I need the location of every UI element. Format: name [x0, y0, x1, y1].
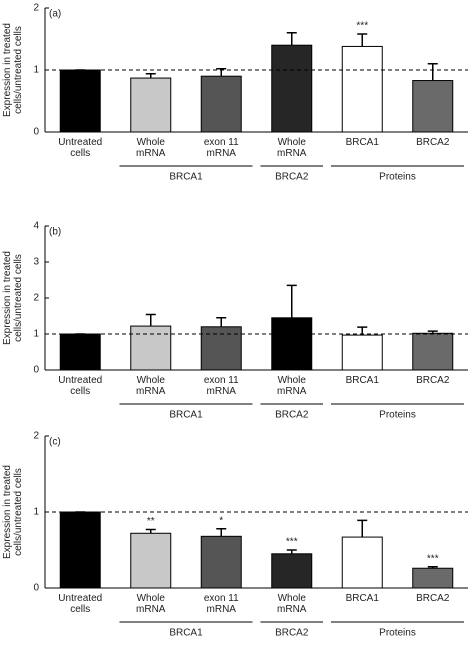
y-axis-label: Expression in treated cells/untreated ce… — [2, 465, 24, 559]
y-axis-label: Expression in treated cells/untreated ce… — [2, 251, 24, 345]
group-label: Proteins — [379, 172, 416, 183]
y-tick-label: 0 — [33, 583, 39, 594]
bar — [130, 77, 172, 133]
significance: *** — [356, 21, 368, 32]
x-tick-label: Untreated cells — [58, 375, 103, 397]
error-bar — [357, 33, 368, 47]
y-tick-label: 1 — [33, 329, 39, 340]
x-tick-label: exon 11 mRNA — [203, 137, 239, 159]
panel-label: (c) — [49, 437, 61, 448]
significance: ** — [147, 516, 155, 527]
significance: * — [219, 515, 223, 526]
group-label: BRCA1 — [169, 172, 203, 183]
panel-label: (b) — [49, 227, 61, 238]
error-bar — [286, 32, 297, 46]
bar — [271, 317, 313, 371]
error-bar — [427, 330, 438, 334]
bar — [59, 511, 101, 589]
x-tick-label: BRCA1 — [345, 593, 379, 604]
group-label: BRCA1 — [169, 410, 203, 421]
x-tick-label: BRCA2 — [416, 375, 450, 386]
y-tick-label: 1 — [33, 65, 39, 76]
bar — [59, 333, 101, 371]
bar — [200, 75, 242, 133]
x-tick-label: Whole mRNA — [277, 593, 307, 615]
significance: *** — [427, 553, 439, 564]
error-bar — [427, 63, 438, 81]
bar — [341, 536, 383, 589]
bar — [412, 567, 454, 589]
error-bar — [145, 528, 156, 534]
x-tick-label: exon 11 mRNA — [203, 375, 239, 397]
group-label: Proteins — [379, 410, 416, 421]
bar — [59, 69, 101, 133]
group-label: BRCA2 — [275, 172, 309, 183]
y-tick-label: 1 — [33, 507, 39, 518]
y-tick-label: 0 — [33, 365, 39, 376]
bar — [200, 326, 242, 371]
bar — [271, 553, 313, 589]
bar — [130, 532, 172, 589]
error-bar — [357, 519, 368, 538]
group-label: Proteins — [379, 628, 416, 639]
error-bar — [145, 313, 156, 327]
group-label: BRCA2 — [275, 410, 309, 421]
x-tick-label: Whole mRNA — [136, 593, 166, 615]
x-tick-label: exon 11 mRNA — [203, 593, 239, 615]
error-bar — [286, 549, 297, 554]
x-tick-label: Whole mRNA — [277, 375, 307, 397]
bar — [271, 44, 313, 133]
x-tick-label: Untreated cells — [58, 593, 103, 615]
bar — [412, 332, 454, 371]
x-tick-label: BRCA2 — [416, 137, 450, 148]
y-tick-label: 3 — [33, 257, 39, 268]
y-tick-label: 2 — [33, 431, 39, 442]
bar — [412, 80, 454, 133]
x-tick-label: Whole mRNA — [136, 137, 166, 159]
panel-label: (a) — [49, 9, 61, 20]
x-tick-label: BRCA2 — [416, 593, 450, 604]
group-label: BRCA1 — [169, 628, 203, 639]
y-axis-label: Expression in treated cells/untreated ce… — [2, 23, 24, 117]
bar — [341, 45, 383, 133]
y-tick-label: 0 — [33, 127, 39, 138]
error-bar — [216, 527, 227, 537]
group-label: BRCA2 — [275, 628, 309, 639]
error-bar — [216, 317, 227, 327]
y-tick-label: 4 — [33, 221, 39, 232]
x-tick-label: BRCA1 — [345, 375, 379, 386]
error-bar — [286, 284, 297, 318]
bar — [130, 325, 172, 371]
error-bar — [145, 72, 156, 79]
y-tick-label: 2 — [33, 3, 39, 14]
bar — [200, 535, 242, 589]
x-tick-label: BRCA1 — [345, 137, 379, 148]
y-tick-label: 2 — [33, 293, 39, 304]
error-bar — [427, 565, 438, 569]
bar — [341, 334, 383, 371]
x-tick-label: Whole mRNA — [277, 137, 307, 159]
x-tick-label: Untreated cells — [58, 137, 103, 159]
x-tick-label: Whole mRNA — [136, 375, 166, 397]
significance: *** — [286, 537, 298, 548]
